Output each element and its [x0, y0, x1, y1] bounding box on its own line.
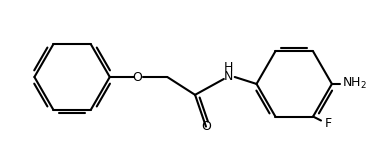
Text: F: F — [325, 117, 332, 130]
Text: O: O — [133, 71, 142, 83]
Text: NH$_2$: NH$_2$ — [342, 76, 367, 91]
Text: O: O — [201, 120, 211, 134]
Text: N: N — [224, 69, 233, 83]
Text: H: H — [224, 61, 233, 74]
